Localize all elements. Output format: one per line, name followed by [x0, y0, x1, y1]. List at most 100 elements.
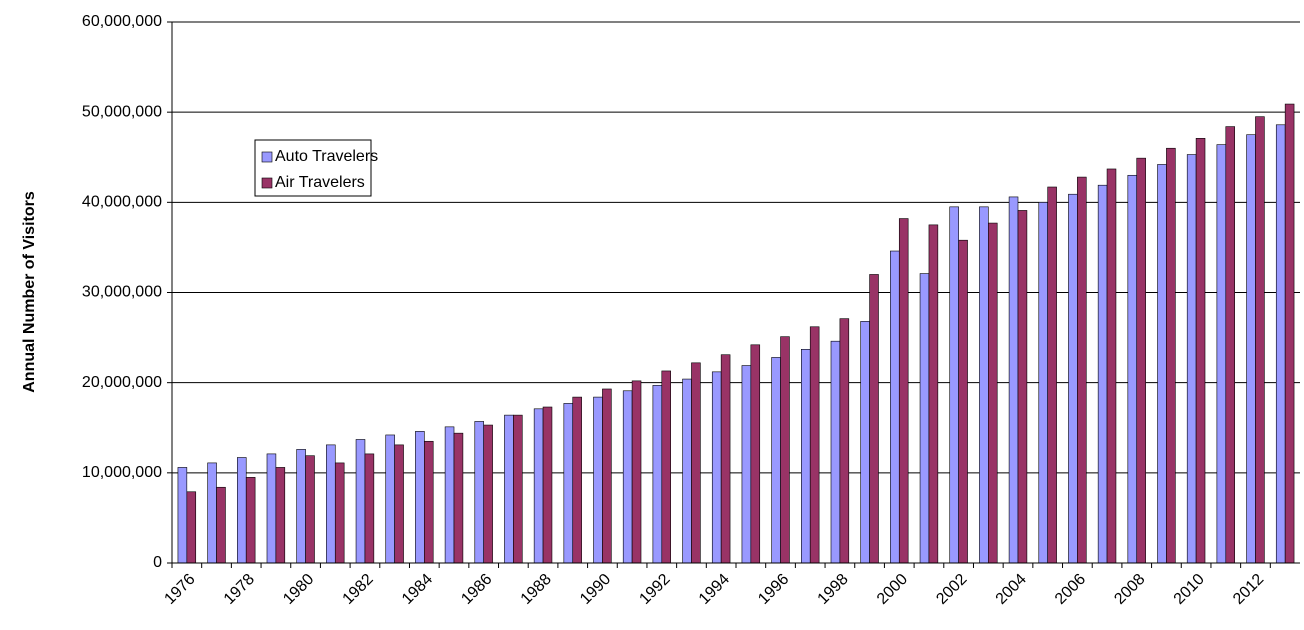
y-tick-label: 30,000,000	[82, 284, 162, 301]
bar	[177, 467, 188, 564]
bar	[898, 218, 909, 564]
x-tick-label: 2010	[1171, 571, 1208, 608]
bar	[1246, 134, 1256, 564]
bar	[741, 365, 752, 564]
bar	[928, 224, 939, 564]
bar	[691, 362, 701, 564]
bar	[771, 357, 781, 564]
bar	[394, 444, 404, 564]
bar	[949, 206, 959, 564]
bar	[326, 444, 336, 564]
bar	[1275, 124, 1286, 564]
bar	[266, 453, 277, 564]
bar	[839, 318, 850, 564]
bar	[1216, 144, 1227, 564]
bar	[988, 222, 998, 564]
bar	[1195, 138, 1206, 564]
bar	[415, 431, 425, 564]
bar	[1097, 184, 1108, 564]
x-tick-label: 1980	[280, 571, 317, 608]
bar	[869, 274, 879, 564]
bar	[513, 414, 523, 564]
bar	[207, 462, 217, 564]
y-tick-label: 40,000,000	[82, 194, 162, 211]
y-axis-title: Annual Number of Visitors	[21, 191, 38, 393]
bar	[504, 414, 514, 564]
bar	[801, 349, 811, 564]
bar	[444, 426, 455, 564]
legend-label: Auto Travelers	[275, 148, 378, 165]
x-tick-label: 1998	[815, 571, 852, 608]
legend-swatch	[261, 151, 273, 163]
x-tick-label: 2004	[993, 571, 1030, 608]
bar	[1255, 116, 1265, 564]
bar	[1225, 126, 1235, 564]
x-tick-label: 2000	[874, 571, 911, 608]
bar	[809, 326, 820, 564]
x-tick-label: 1982	[340, 571, 377, 608]
bar	[593, 396, 603, 564]
bar	[305, 455, 315, 564]
x-tick-label: 1990	[577, 571, 614, 608]
bar	[830, 340, 841, 564]
y-tick-label: 10,000,000	[82, 464, 162, 481]
y-tick-label: 50,000,000	[82, 103, 162, 120]
x-tick-label: 2006	[1052, 571, 1089, 608]
bar	[364, 453, 375, 564]
x-tick-label: 1976	[161, 571, 198, 608]
bar	[237, 457, 247, 564]
legend-box	[254, 139, 372, 197]
bar	[1136, 157, 1146, 564]
bar	[572, 396, 582, 564]
bar	[453, 432, 464, 564]
y-tick-label: 0	[153, 554, 162, 571]
bar	[720, 354, 731, 564]
bar	[780, 336, 790, 564]
bar	[1047, 186, 1057, 564]
bar	[474, 421, 484, 564]
bar	[542, 406, 553, 564]
bar	[385, 434, 395, 564]
bar	[631, 380, 642, 564]
x-tick-label: 2012	[1230, 571, 1267, 608]
x-tick-label: 1996	[755, 571, 792, 608]
x-tick-label: 1978	[221, 571, 258, 608]
bar	[1068, 193, 1078, 564]
bar	[1157, 164, 1167, 564]
x-tick-label: 1988	[518, 571, 555, 608]
bar	[355, 439, 366, 564]
bar	[750, 344, 761, 564]
bar	[979, 206, 989, 564]
bar	[958, 239, 968, 564]
bar	[186, 491, 197, 564]
x-tick-label: 1992	[636, 571, 673, 608]
x-tick-label: 1984	[399, 571, 436, 608]
bar	[622, 390, 633, 564]
bar	[424, 440, 434, 564]
bar	[602, 388, 612, 564]
bar	[1038, 202, 1048, 564]
bar	[652, 385, 663, 564]
bar	[890, 250, 900, 564]
bar	[275, 467, 286, 564]
y-tick-label: 20,000,000	[82, 374, 162, 391]
bar	[1077, 176, 1087, 564]
bar	[860, 321, 870, 564]
x-tick-label: 1994	[696, 571, 733, 608]
bar	[216, 486, 226, 564]
bar	[334, 462, 345, 564]
legend-label: Air Travelers	[275, 174, 365, 191]
bar	[533, 408, 544, 564]
bar	[682, 378, 692, 564]
bar	[1186, 154, 1197, 564]
bar	[245, 477, 256, 564]
bar	[296, 449, 306, 564]
bar	[1106, 168, 1117, 564]
bar	[1017, 210, 1028, 564]
bar	[1008, 196, 1019, 564]
x-tick-label: 2002	[933, 571, 970, 608]
x-tick-label: 2008	[1111, 571, 1148, 608]
bar	[1166, 147, 1176, 564]
legend-swatch	[261, 177, 273, 189]
